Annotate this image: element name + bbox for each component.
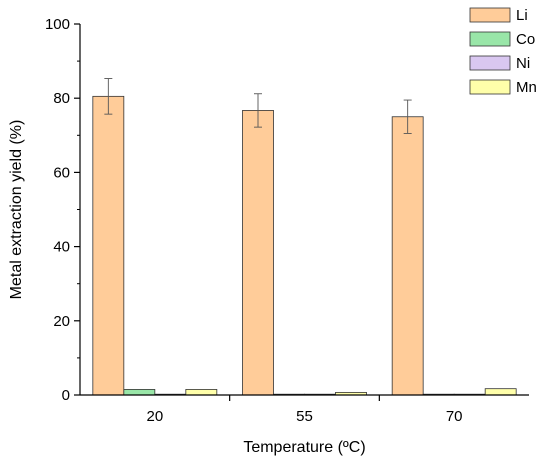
y-tick-label-0: 0: [62, 387, 70, 404]
y-tick-label-80: 80: [53, 90, 70, 107]
bar-mn-70: [484, 388, 517, 396]
y-tick-label-100: 100: [45, 16, 70, 33]
legend-label-li: Li: [516, 7, 528, 24]
legend-label-ni: Ni: [516, 55, 530, 72]
legend-label-co: Co: [516, 31, 535, 48]
bar-co-20: [123, 389, 156, 396]
legend-swatch-co: [469, 31, 511, 47]
legend-swatch-li: [469, 7, 511, 23]
x-tick-label-20: 20: [146, 408, 163, 425]
ticks-layer: 0 20 40 60 80 100 20 55 70: [45, 16, 463, 425]
legend: Li Co Ni Mn: [469, 7, 537, 96]
y-tick-label-20: 20: [53, 313, 70, 330]
bar-mn-20: [185, 389, 218, 396]
legend-swatch-mn: [469, 79, 511, 95]
bar-li-20: [92, 95, 125, 396]
bar-li-55: [242, 110, 274, 396]
y-axis-title: Metal extraction yield (%): [8, 120, 25, 300]
y-tick-label-40: 40: [53, 239, 70, 256]
legend-label-mn: Mn: [516, 79, 537, 96]
y-tick-label-60: 60: [53, 164, 70, 181]
error-bars-layer: [104, 78, 412, 134]
legend-swatch-ni: [469, 55, 511, 71]
bar-li-70: [391, 116, 424, 396]
x-axis-title: Temperature (ºC): [243, 439, 365, 456]
bars-layer: [92, 95, 517, 396]
x-tick-label-70: 70: [446, 408, 463, 425]
axes-layer: [79, 24, 529, 396]
x-tick-label-55: 55: [296, 408, 313, 425]
